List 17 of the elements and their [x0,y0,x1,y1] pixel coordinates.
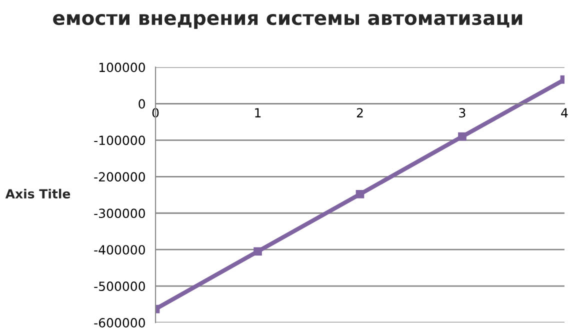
point [356,190,364,198]
y-tick-label: -500000 [94,282,145,292]
chart-title: емости внедрения системы автоматизаци [53,14,522,29]
x-tick-label: 1 [255,108,261,118]
y-tick-label: -300000 [94,208,145,218]
y-tick-label: -600000 [94,318,145,328]
y-tick-label: -200000 [94,172,145,182]
x-tick-label: 3 [459,108,466,118]
y-tick-label: 100000 [99,62,145,72]
point [458,132,466,141]
y-tick-label: -400000 [94,245,145,255]
x-tick-label: 4 [561,108,568,118]
y-axis-title: Axis Title [5,188,70,199]
point [254,247,262,256]
y-tick-label: -100000 [94,136,145,146]
y-tick-label: 0 [138,99,145,109]
x-tick-label: 2 [356,108,363,118]
